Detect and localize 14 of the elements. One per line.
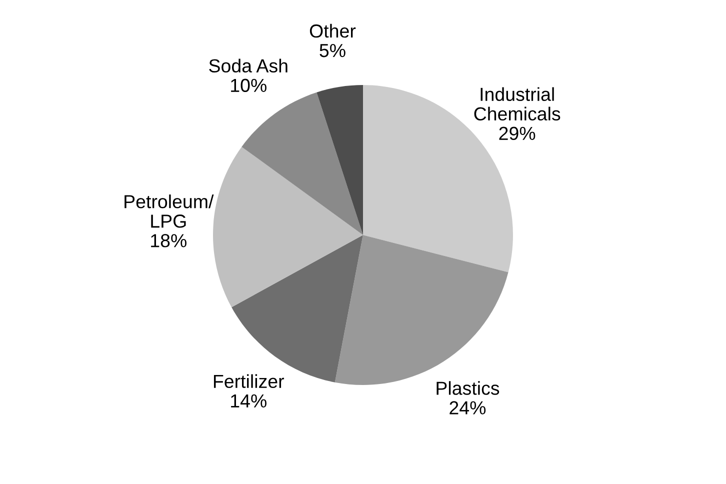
slice-label: Fertilizer [214, 374, 284, 388]
slice-label: Other [310, 24, 356, 38]
data-label: 10% [231, 78, 266, 92]
data-label: 24% [450, 401, 486, 414]
slice-label: Petroleum/LPG [124, 194, 214, 228]
data-label: 18% [151, 234, 186, 248]
data-label: 29% [499, 126, 536, 140]
pie-slice [316, 85, 363, 235]
slice-label: Soda Ash [209, 58, 288, 73]
pie-slice [242, 92, 363, 235]
data-label: 14% [231, 394, 266, 408]
data-label: 5% [320, 44, 346, 58]
slice-label: Plastics [436, 381, 500, 395]
slice-label: Industrial Chemicals [474, 87, 560, 121]
